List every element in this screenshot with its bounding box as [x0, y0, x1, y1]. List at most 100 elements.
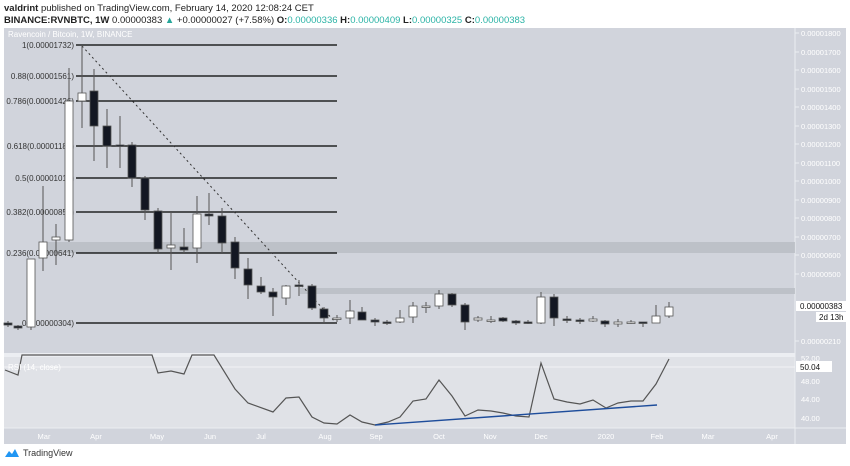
bearish-candle — [523, 321, 533, 324]
bullish-candle — [588, 318, 598, 322]
publish-info: valdrint published on TradingView.com, F… — [4, 3, 314, 14]
fib-level-label: 0.88(0.00001561) — [11, 72, 75, 81]
bearish-candle — [370, 319, 380, 323]
bearish-candle — [140, 177, 150, 211]
bearish-candle — [256, 285, 266, 293]
low-value: 0.00000325 — [412, 15, 463, 26]
publish-text: published on TradingView.com, February 1… — [40, 3, 314, 14]
price-tick-label: 0.00001400 — [801, 103, 841, 112]
price-pane[interactable] — [4, 28, 795, 356]
bearish-candle — [511, 320, 521, 324]
close-label: C: — [464, 15, 475, 26]
countdown-label: 2d 13h — [819, 313, 843, 322]
chart-title: Ravencoin / Bitcoin, 1W, BINANCE — [8, 30, 133, 39]
symbol-info: BINANCE:RVNBTC, 1W 0.00000383 ▲ +0.00000… — [4, 15, 525, 26]
price-tick-label: 0.00001300 — [801, 122, 841, 131]
price-tick-label: 0.00001000 — [801, 177, 841, 186]
bearish-candle — [447, 293, 457, 306]
bullish-candle — [486, 319, 496, 322]
time-tick-label: Apr — [90, 432, 102, 441]
bearish-candle — [460, 304, 470, 323]
open-label: O: — [276, 15, 288, 26]
price-tick-label: 0.00001500 — [801, 85, 841, 94]
time-tick-label: Aug — [318, 432, 331, 441]
bearish-candle — [102, 125, 112, 147]
bearish-candle — [575, 319, 585, 322]
bullish-candle — [38, 241, 48, 259]
pane-separator[interactable] — [4, 353, 795, 357]
up-arrow-icon: ▲ — [164, 15, 175, 26]
time-tick-label: May — [150, 432, 164, 441]
bearish-candle — [549, 296, 559, 319]
rsi-pane[interactable] — [4, 356, 795, 428]
low-label: L: — [403, 15, 413, 26]
current-price-box — [796, 301, 846, 311]
bullish-candle — [332, 317, 342, 320]
bearish-candle — [498, 317, 508, 322]
fib-level-label: 0.786(0.00001426) — [6, 97, 74, 106]
resistance-zone — [300, 288, 795, 294]
bullish-candle — [51, 236, 61, 241]
bullish-candle — [408, 305, 418, 318]
time-tick-label: Mar — [702, 432, 715, 441]
price-tick-label: 0.00000700 — [801, 233, 841, 242]
price-tick-label: 0.00001700 — [801, 48, 841, 57]
resistance-zone — [40, 242, 795, 253]
bullish-candle — [345, 310, 355, 319]
bearish-candle — [294, 284, 304, 287]
price-tick-label: 0.00001200 — [801, 140, 841, 149]
price-tick-label: 0.00001800 — [801, 29, 841, 38]
price-change: +0.00000027 (+7.58%) — [176, 15, 275, 26]
rsi-tick-label: 40.00 — [801, 414, 820, 423]
fib-level-label: 0.382(0.00000850) — [6, 208, 74, 217]
price-tick-label: 0.00000900 — [801, 196, 841, 205]
high-value: 0.00000409 — [350, 15, 401, 26]
bearish-candle — [638, 321, 648, 324]
time-tick-label: Nov — [483, 432, 497, 441]
fib-level-label: 0.5(0.00001018) — [15, 174, 74, 183]
bearish-candle — [115, 144, 125, 147]
rsi-tick-label: 52.00 — [801, 354, 820, 363]
rsi-current-label: 50.04 — [800, 363, 821, 372]
fib-level-label: 0.618(0.00001187) — [7, 142, 74, 151]
fib-level-label: 1(0.00001732) — [22, 41, 74, 50]
bullish-candle — [613, 321, 623, 325]
price-tick-label: 0.00000210 — [801, 337, 841, 346]
rsi-tick-label: 48.00 — [801, 377, 820, 386]
time-tick-label: Jul — [256, 432, 266, 441]
bullish-candle — [664, 306, 674, 317]
bearish-candle — [3, 322, 13, 326]
time-tick-label: 2020 — [598, 432, 615, 441]
bearish-candle — [127, 144, 137, 179]
bullish-candle — [192, 213, 202, 249]
time-axis[interactable] — [4, 428, 846, 444]
time-tick-label: Feb — [651, 432, 664, 441]
price-tick-label: 0.00001600 — [801, 66, 841, 75]
bearish-candle — [230, 241, 240, 269]
bearish-candle — [382, 321, 392, 324]
bullish-candle — [395, 317, 405, 323]
rsi-current-box — [796, 361, 832, 372]
bullish-candle — [421, 305, 431, 308]
bearish-candle — [268, 291, 278, 298]
open-value: 0.00000336 — [287, 15, 338, 26]
price-tick-label: 0.00000600 — [801, 251, 841, 260]
time-tick-label: Jun — [204, 432, 216, 441]
author: valdrint — [4, 3, 39, 14]
fib-level-label: 0(0.00000304) — [22, 319, 74, 328]
price-tick-label: 0.00001100 — [801, 159, 840, 168]
rsi-label: RSI (14, close) — [8, 363, 61, 372]
price-tick-label: 0.00000800 — [801, 214, 841, 223]
bearish-candle — [89, 90, 99, 127]
bullish-candle — [434, 293, 444, 307]
brand-name: TradingView — [23, 448, 73, 458]
bearish-candle — [357, 311, 367, 321]
bullish-candle — [64, 100, 74, 241]
rsi-support-trendline[interactable] — [374, 404, 658, 426]
bearish-candle — [217, 215, 227, 244]
bullish-candle — [26, 258, 36, 328]
bearish-candle — [562, 318, 572, 321]
tradingview-logo[interactable]: TradingView — [4, 448, 73, 458]
current-price-label: 0.00000383 — [800, 302, 843, 311]
